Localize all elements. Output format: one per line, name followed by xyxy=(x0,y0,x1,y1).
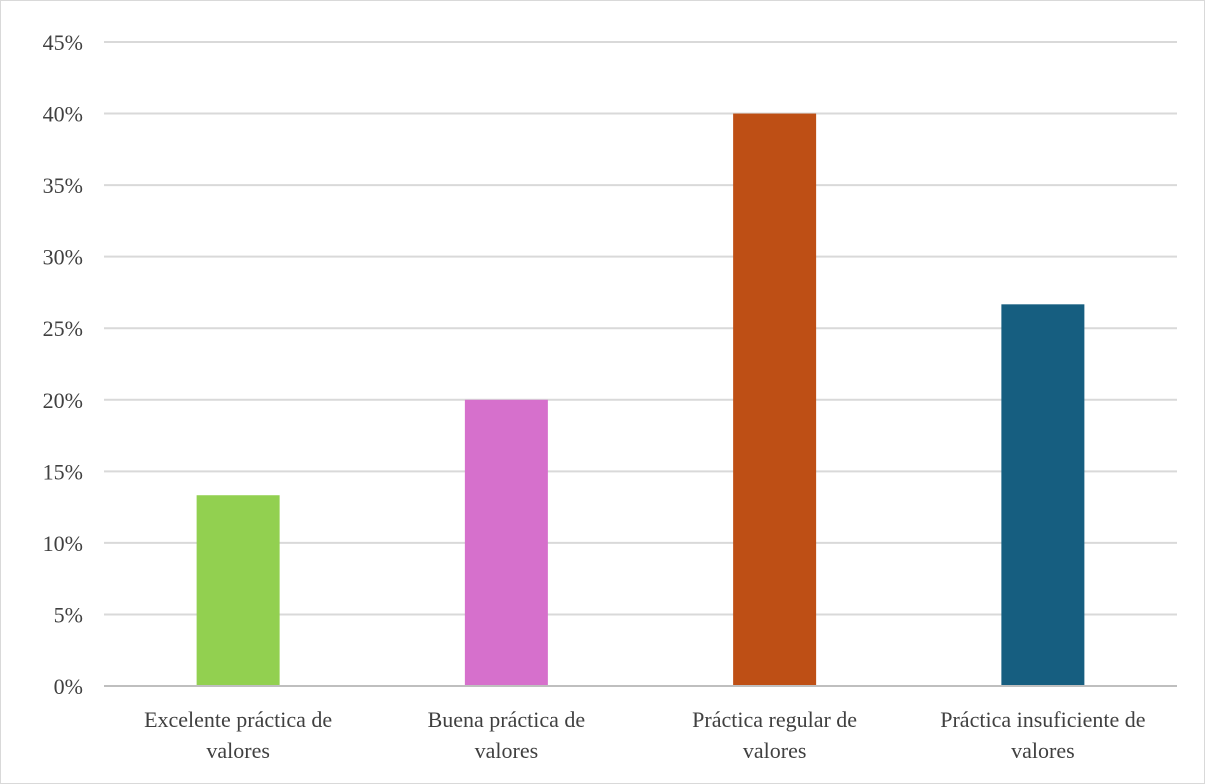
bar xyxy=(464,399,548,686)
y-tick-label: 5% xyxy=(54,602,83,627)
y-tick-label: 0% xyxy=(54,674,83,699)
y-tick-label: 25% xyxy=(43,316,83,341)
y-tick-label: 45% xyxy=(43,30,83,55)
x-category-label: Buena práctica de xyxy=(428,707,586,732)
bar xyxy=(1001,304,1085,686)
bar xyxy=(733,113,817,687)
bars xyxy=(196,113,1085,687)
x-axis-categories: Excelente práctica de valores Buena prácti… xyxy=(144,707,1145,763)
x-category-label: valores xyxy=(1011,738,1075,763)
y-tick-label: 15% xyxy=(43,459,83,484)
y-tick-label: 35% xyxy=(43,173,83,198)
y-axis-ticks: 0% 5% 10% 15% 20% 25% 30% 35% 40% 45% xyxy=(43,30,83,699)
x-category-label: Excelente práctica de xyxy=(144,707,332,732)
gridlines xyxy=(104,41,1177,616)
x-category-label: valores xyxy=(743,738,807,763)
y-tick-label: 40% xyxy=(43,102,83,127)
y-tick-label: 10% xyxy=(43,531,83,556)
bar xyxy=(196,495,280,686)
y-tick-label: 20% xyxy=(43,388,83,413)
x-category-label: Práctica insuficiente de xyxy=(940,707,1145,732)
x-category-label: valores xyxy=(475,738,539,763)
x-category-label: valores xyxy=(206,738,270,763)
x-category-label: Práctica regular de xyxy=(692,707,857,732)
y-tick-label: 30% xyxy=(43,245,83,270)
